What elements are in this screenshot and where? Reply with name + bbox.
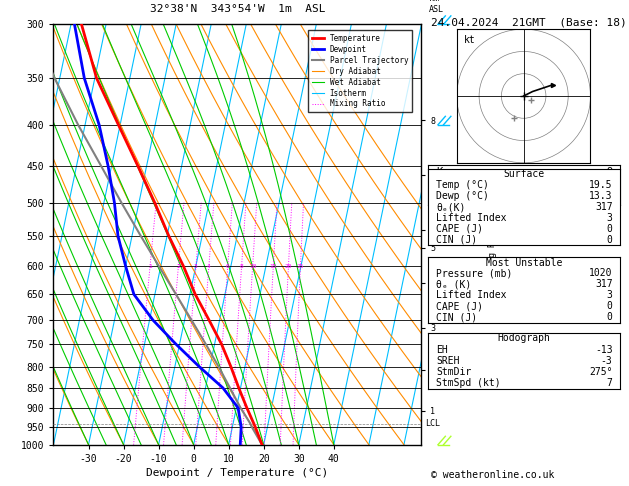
Text: 317: 317: [595, 279, 613, 290]
Text: CAPE (J): CAPE (J): [436, 301, 483, 312]
Text: 6: 6: [226, 264, 230, 269]
Text: Lifted Index: Lifted Index: [436, 213, 506, 223]
Text: θₑ (K): θₑ (K): [436, 279, 471, 290]
Text: 317: 317: [595, 202, 613, 212]
Text: Lifted Index: Lifted Index: [436, 290, 506, 300]
Text: 1.83: 1.83: [587, 193, 613, 204]
Text: 1020: 1020: [589, 268, 613, 278]
Text: -13: -13: [595, 345, 613, 355]
Text: CIN (J): CIN (J): [436, 235, 477, 245]
X-axis label: Dewpoint / Temperature (°C): Dewpoint / Temperature (°C): [147, 468, 328, 478]
Text: LCL: LCL: [425, 419, 440, 428]
Text: Pressure (mb): Pressure (mb): [436, 268, 513, 278]
Text: 24.04.2024  21GMT  (Base: 18): 24.04.2024 21GMT (Base: 18): [431, 17, 626, 27]
Text: 9: 9: [606, 167, 613, 177]
Text: 20: 20: [285, 264, 292, 269]
Text: 4: 4: [207, 264, 211, 269]
Legend: Temperature, Dewpoint, Parcel Trajectory, Dry Adiabat, Wet Adiabat, Isotherm, Mi: Temperature, Dewpoint, Parcel Trajectory…: [308, 30, 412, 112]
Text: EH: EH: [436, 345, 448, 355]
Text: 3: 3: [194, 264, 198, 269]
Text: 25: 25: [297, 264, 304, 269]
Text: 15: 15: [270, 264, 277, 269]
Text: 19.5: 19.5: [589, 180, 613, 190]
Text: 3: 3: [606, 290, 613, 300]
Text: 13.3: 13.3: [589, 191, 613, 201]
Text: CIN (J): CIN (J): [436, 312, 477, 322]
Text: Surface: Surface: [504, 169, 545, 179]
Text: 10: 10: [249, 264, 257, 269]
Text: 275°: 275°: [589, 367, 613, 377]
Text: StmDir: StmDir: [436, 367, 471, 377]
Text: 0: 0: [606, 301, 613, 312]
Text: Dewp (°C): Dewp (°C): [436, 191, 489, 201]
Text: StmSpd (kt): StmSpd (kt): [436, 378, 501, 388]
Text: Temp (°C): Temp (°C): [436, 180, 489, 190]
Text: 32°38'N  343°54'W  1m  ASL: 32°38'N 343°54'W 1m ASL: [150, 4, 325, 14]
Text: © weatheronline.co.uk: © weatheronline.co.uk: [431, 470, 554, 480]
Text: 37: 37: [600, 180, 613, 190]
Text: 0: 0: [606, 312, 613, 322]
Text: θₑ(K): θₑ(K): [436, 202, 465, 212]
Text: Totals Totals: Totals Totals: [436, 180, 517, 190]
Text: CAPE (J): CAPE (J): [436, 224, 483, 234]
Text: Most Unstable: Most Unstable: [486, 258, 562, 268]
Text: 1: 1: [148, 264, 152, 269]
Text: 7: 7: [606, 378, 613, 388]
Text: Hodograph: Hodograph: [498, 333, 551, 344]
Text: 2: 2: [177, 264, 181, 269]
Text: 0: 0: [606, 224, 613, 234]
Text: PW (cm): PW (cm): [436, 193, 480, 204]
Text: 3: 3: [606, 213, 613, 223]
Text: SREH: SREH: [436, 356, 460, 366]
Text: -3: -3: [601, 356, 613, 366]
Text: km
ASL: km ASL: [429, 0, 444, 14]
Text: 0: 0: [606, 235, 613, 245]
Text: 8: 8: [240, 264, 243, 269]
Text: Mixing Ratio (g/kg): Mixing Ratio (g/kg): [487, 187, 497, 282]
Text: K: K: [436, 167, 442, 177]
Text: kt: kt: [464, 35, 476, 45]
